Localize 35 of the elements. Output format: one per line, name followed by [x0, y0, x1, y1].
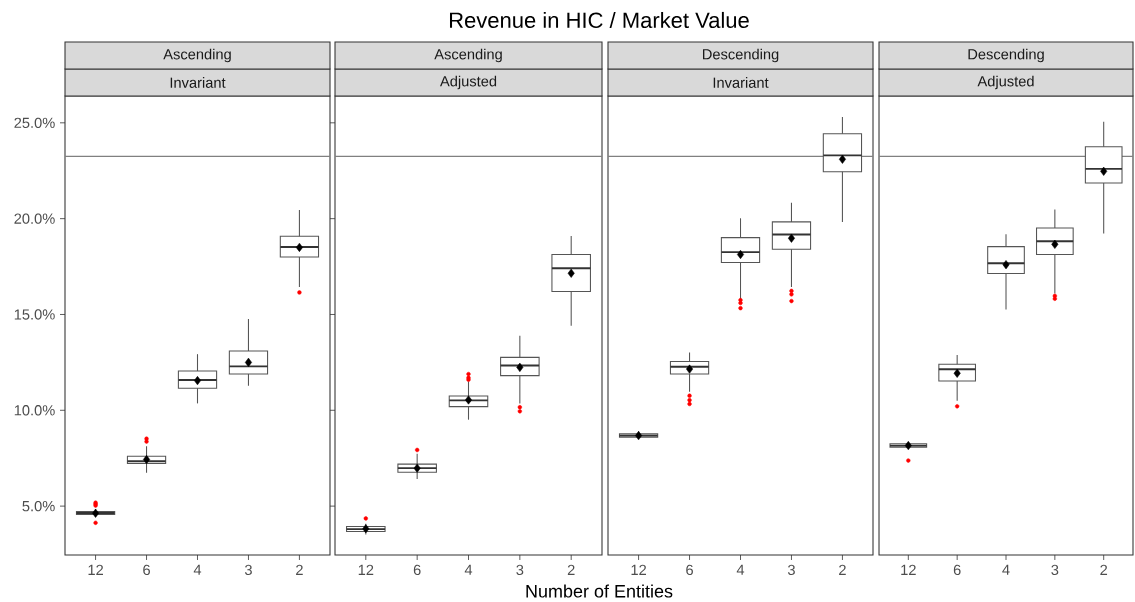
x-tick-label: 2 — [839, 564, 846, 575]
x-tick-label: 6 — [413, 564, 421, 576]
x-tick-label: 2 — [567, 564, 575, 575]
text: Revenue in HIC / Market Value — [449, 11, 749, 29]
y-tick-label: 15.0% — [14, 309, 55, 320]
chart-title: Descending — [968, 48, 1044, 63]
x-axis-title: Number of Entities — [526, 584, 673, 598]
x-tick-label: 12 — [88, 564, 103, 575]
y-tick-label: 20.0% — [14, 213, 55, 224]
x-tick-label: 6 — [143, 564, 150, 576]
x-tick-label: 6 — [686, 564, 693, 576]
x-tick-label: 3 — [1051, 564, 1059, 576]
chart-subtitle: Invariant — [713, 77, 769, 88]
chart-title: Descending — [703, 48, 779, 63]
x-tick-label: 3 — [244, 564, 252, 576]
x-tick-label: 2 — [296, 564, 303, 575]
x-tick-label: 3 — [516, 564, 524, 576]
y-tick-label: 5.0% — [22, 500, 55, 512]
x-tick-label: 4 — [736, 564, 745, 575]
x-tick-label: 6 — [953, 564, 961, 576]
x-tick-label: 3 — [787, 564, 795, 576]
x-tick-label: 12 — [358, 564, 374, 575]
chart-title: Ascending — [163, 48, 231, 63]
chart-title: Ascending — [434, 48, 502, 63]
chart-subtitle: Invariant — [170, 77, 226, 88]
x-tick-label: 12 — [631, 564, 647, 575]
y-tick-label: 25.0% — [14, 117, 55, 128]
x-tick-label: 2 — [1100, 564, 1108, 575]
x-tick-label: 12 — [901, 564, 916, 575]
chart-subtitle: Adjusted — [977, 75, 1034, 90]
y-tick-label: 10.0% — [14, 405, 55, 416]
x-tick-label: 4 — [464, 564, 473, 575]
chart-subtitle: Adjusted — [440, 75, 497, 90]
x-tick-label: 4 — [1002, 564, 1010, 575]
x-tick-label: 4 — [193, 564, 202, 575]
